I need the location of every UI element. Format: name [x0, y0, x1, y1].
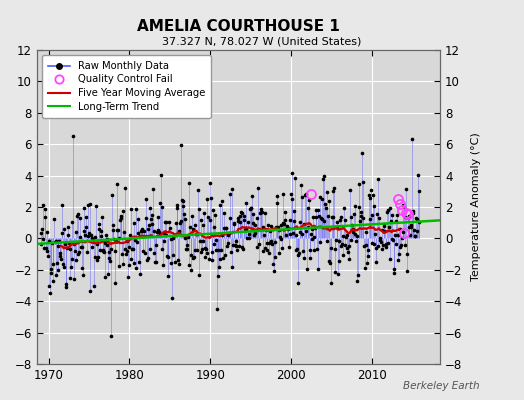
Y-axis label: Temperature Anomaly (°C): Temperature Anomaly (°C)	[471, 133, 481, 281]
Text: Berkeley Earth: Berkeley Earth	[403, 381, 479, 391]
Title: AMELIA COURTHOUSE 1: AMELIA COURTHOUSE 1	[137, 18, 340, 34]
Legend: Raw Monthly Data, Quality Control Fail, Five Year Moving Average, Long-Term Tren: Raw Monthly Data, Quality Control Fail, …	[42, 55, 211, 118]
Text: 37.327 N, 78.027 W (United States): 37.327 N, 78.027 W (United States)	[162, 37, 362, 47]
